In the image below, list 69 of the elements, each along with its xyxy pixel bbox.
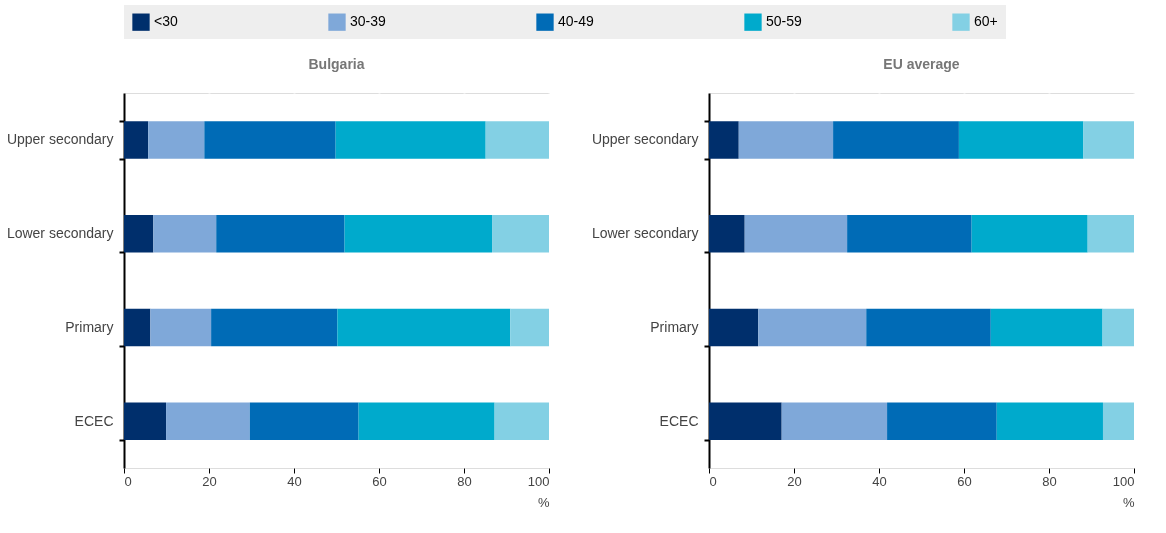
bar <box>492 214 549 253</box>
x-tick-label: 40 <box>287 473 302 489</box>
bar <box>990 308 1103 347</box>
bar <box>1102 308 1134 347</box>
y-tick-label: Upper secondary <box>591 131 699 148</box>
y-tick-label: Lower secondary <box>6 225 114 242</box>
bar <box>335 121 486 159</box>
bar <box>744 214 848 253</box>
y-tick-label: ECEC <box>659 412 699 429</box>
legend-label: 60+ <box>974 13 998 30</box>
bar <box>833 121 959 159</box>
x-tick-label: 80 <box>1042 473 1057 489</box>
x-tick-label: 0 <box>709 473 717 489</box>
bar <box>971 214 1088 253</box>
bar <box>166 402 250 440</box>
x-tick-label: 100 <box>527 473 550 489</box>
bar <box>485 121 549 159</box>
y-tick-label: Primary <box>650 318 699 335</box>
bar <box>781 402 888 440</box>
bar <box>124 308 151 347</box>
bar <box>847 214 972 253</box>
bar <box>124 214 154 253</box>
legend-label: 40-49 <box>558 13 595 30</box>
y-tick-label: Upper secondary <box>6 131 114 148</box>
x-axis-title: % <box>1122 494 1135 510</box>
bar <box>709 214 745 253</box>
bar <box>204 121 336 159</box>
bar <box>510 308 549 347</box>
bar <box>1087 214 1134 253</box>
x-axis-title: % <box>537 494 550 510</box>
x-tick-label: 60 <box>957 473 972 489</box>
bar <box>216 214 345 253</box>
bar <box>958 121 1084 159</box>
legend-label: <30 <box>154 13 178 30</box>
y-tick-label: Primary <box>65 318 114 335</box>
x-tick-label: 0 <box>124 473 132 489</box>
bar <box>124 402 167 440</box>
bar <box>153 214 217 253</box>
bar <box>211 308 338 347</box>
x-tick-label: 20 <box>202 473 217 489</box>
x-tick-label: 80 <box>457 473 472 489</box>
x-tick-label: 20 <box>787 473 802 489</box>
bar <box>887 402 997 440</box>
bar <box>148 121 205 159</box>
bar <box>1083 121 1134 159</box>
y-tick-label: ECEC <box>74 412 114 429</box>
bar <box>709 402 782 440</box>
x-tick-label: 60 <box>372 473 387 489</box>
bar <box>709 121 739 159</box>
y-tick-label: Lower secondary <box>591 225 699 242</box>
x-tick-label: 100 <box>1112 473 1135 489</box>
bar <box>150 308 212 347</box>
bar <box>996 402 1103 440</box>
legend-label: 30-39 <box>350 13 387 30</box>
bar <box>494 402 549 440</box>
bar <box>866 308 991 347</box>
x-tick-label: 40 <box>872 473 887 489</box>
bar <box>344 214 493 253</box>
bar <box>249 402 359 440</box>
bar <box>124 121 149 159</box>
bar <box>758 308 867 347</box>
bar <box>358 402 495 440</box>
chart-title: Bulgaria <box>308 56 365 72</box>
bar <box>738 121 834 159</box>
chart-title: EU average <box>883 56 960 72</box>
bar <box>1102 402 1134 440</box>
bar <box>709 308 759 347</box>
legend-label: 50-59 <box>766 13 803 30</box>
bar <box>337 308 511 347</box>
